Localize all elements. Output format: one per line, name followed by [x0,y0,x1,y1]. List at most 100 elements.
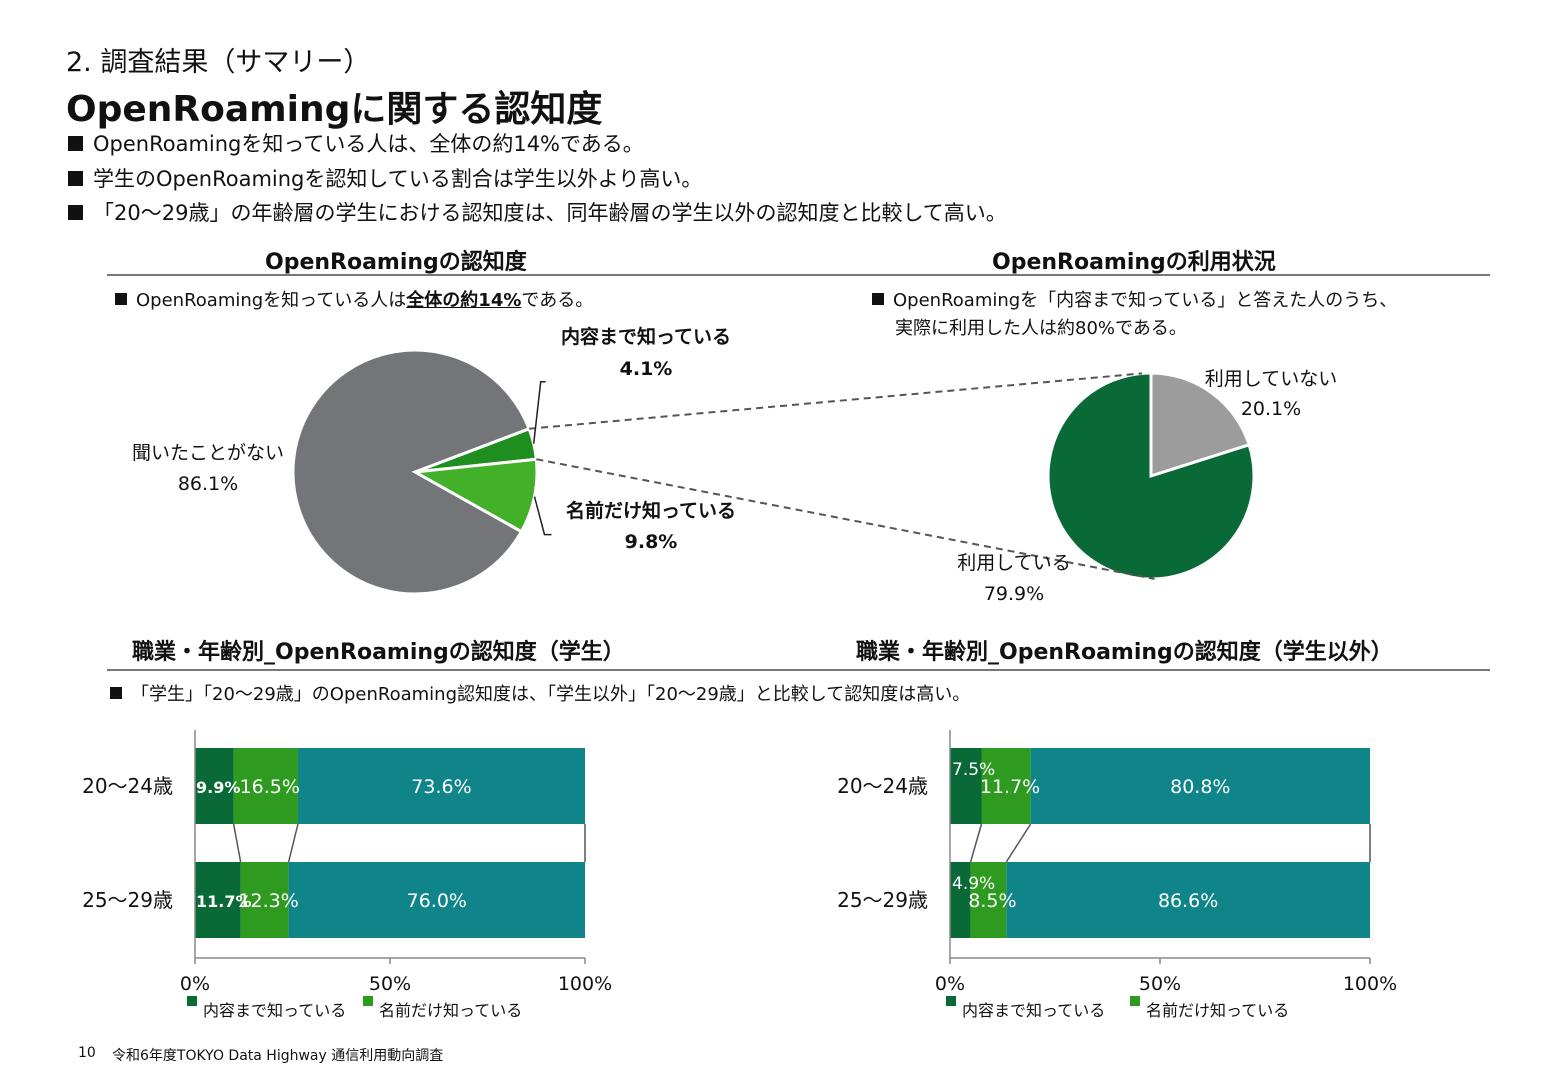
pie1-value-name-only: 9.8% [624,531,678,553]
summary-bullet-text: 「20～29歳」の年齢層の学生における認知度は、同年齢層の学生以外の認知度と比較… [93,201,1007,225]
section-label: 2. 調査結果（サマリー） [66,47,371,78]
bar-series-connector [232,823,242,863]
leader-line-known-content [532,381,546,444]
connector-bottom-line [536,458,1155,580]
bar-value-label: 86.6% [1158,890,1218,912]
bar-value-label: 9.9% [196,778,240,797]
bullet-square-icon [68,135,83,151]
bullet-square-icon [68,204,83,220]
summary-bullet-text: 学生のOpenRoamingを認知している割合は学生以外より高い。 [93,167,703,191]
pie2-note: OpenRoamingを「内容まで知っている」と答えた人のうち、 [872,286,1397,312]
pie1-label-never-heard: 聞いたことがない [131,442,284,464]
pie2-note-text: OpenRoamingを「内容まで知っている」と答えた人のうち、 [893,290,1398,311]
bar-value-label: 7.5% [952,760,995,780]
bar-segment-other [288,862,585,938]
summary-bullet: 学生のOpenRoamingを認知している割合は学生以外より高い。 [68,163,702,193]
pie-connectors [528,372,1155,580]
pie1-note-text: OpenRoamingを知っている人は [136,290,407,311]
bar-segment-name-only [233,748,298,824]
bar-segment-name-only [240,862,289,938]
bar-x-tick-label: 50% [1139,973,1181,995]
bar-segment-known-content [950,748,982,824]
leader-line-name-only [533,496,552,536]
bar-value-label: 73.6% [411,776,471,798]
pie2-chart [1046,371,1256,581]
page-title: OpenRoamingに関する認知度 [66,89,603,130]
bar-note: 「学生」「20～29歳」のOpenRoaming認知度は、「学生以外」「20～2… [110,680,970,706]
legend-label: 内容まで知っている [962,1001,1105,1020]
pie1-note-emphasis: 全体の約14% [406,290,522,311]
pie1-value-known-content: 4.1% [619,358,673,380]
bar-chart-non-students: 20～24歳 7.5%11.7% 80.8% 25～29歳 4.9%8.5% 86.6% 0… [837,730,1397,1020]
legend-label: 内容まで知っている [203,1001,346,1020]
legend-swatch [187,996,197,1006]
bar-right-title: 職業・年齢別_OpenRoamingの認知度（学生以外） [856,640,1393,665]
footer-text: 令和6年度TOKYO Data Highway 通信利用動向調査 [112,1048,444,1064]
bar-value-label: 11.7% [980,776,1040,798]
legend-swatch [946,996,956,1006]
bar-segment-other [1030,748,1370,824]
pie1-slice-never-heard [291,348,532,596]
bullet-square-icon [115,293,127,305]
pie1-note: OpenRoamingを知っている人は全体の約14%である。 [115,286,593,312]
bar-value-label: 76.0% [407,890,467,912]
pie2-title: OpenRoamingの利用状況 [992,250,1276,275]
section-divider [107,669,1490,671]
bar-value-label: 4.9% [952,874,995,894]
bar-value-label: 16.5% [240,776,300,798]
pie1-label-name-only: 名前だけ知っている [565,500,737,522]
bar-x-tick-label: 100% [1343,973,1397,995]
bar-segment-other [1006,862,1370,938]
connector-top-line [528,372,1143,430]
pie1-label-known-content: 内容まで知っている [560,326,732,348]
legend-label: 名前だけ知っている [379,1001,522,1020]
bar-value-label: 11.7% [196,892,252,911]
bar-segment-name-only [970,862,1007,938]
bar-series-connector [287,823,299,863]
pie1-note-text: である。 [521,290,594,311]
bar-segment-known-content [195,862,241,938]
pie1-title: OpenRoamingの認知度 [265,250,527,275]
summary-bullet: OpenRoamingを知っている人は、全体の約14%である。 [68,128,644,158]
bar-category-label: 20～24歳 [837,774,928,798]
bullet-square-icon [110,687,122,699]
bar-x-tick-label: 0% [180,973,210,995]
bar-left-title: 職業・年齢別_OpenRoamingの認知度（学生） [132,640,625,665]
bar-category-label: 25～29歳 [837,888,928,912]
bullet-square-icon [68,170,83,186]
bar-value-label: 12.3% [238,890,298,912]
bar-series-connector [1005,823,1032,863]
pie2-label-not-used: 利用していない [1204,368,1338,390]
pie2-value-not-used: 20.1% [1240,398,1302,420]
bar-chart-students: 20～24歳 9.9% 16.5% 73.6% 25～29歳 11.7%12.3% 76.0… [82,730,612,1020]
summary-bullet-text: OpenRoamingを知っている人は、全体の約14%である。 [93,132,644,156]
bar-value-label: 80.8% [1170,776,1230,798]
legend-swatch [363,996,373,1006]
pie2-label-used: 利用している [957,552,1071,574]
bar-series-connector [969,823,983,863]
pie2-slice-used [1046,371,1256,581]
legend-label: 名前だけ知っている [1146,1001,1289,1020]
bar-segment-known-content [950,862,971,938]
pie2-slice-not-used [1149,371,1252,479]
pie2-note-line2: 実際に利用した人は約80%である。 [895,318,1187,339]
page-number: 10 [78,1045,96,1061]
bar-x-tick-label: 100% [558,973,612,995]
bar-segment-name-only [981,748,1031,824]
bar-category-label: 25～29歳 [82,888,173,912]
bar-segment-known-content [195,748,234,824]
bar-x-tick-label: 0% [935,973,965,995]
pie1-value-never-heard: 86.1% [177,473,239,495]
bar-category-label: 20～24歳 [82,774,173,798]
bar-x-tick-label: 50% [369,973,411,995]
summary-bullet: 「20～29歳」の年齢層の学生における認知度は、同年齢層の学生以外の認知度と比較… [68,197,1007,227]
pie2-value-used: 79.9% [983,583,1045,605]
legend-swatch [1130,996,1140,1006]
section-divider [107,274,1490,276]
pie1-chart [291,348,539,596]
bar-note-text: 「学生」「20～29歳」のOpenRoaming認知度は、「学生以外」「20～2… [131,684,971,705]
bar-value-label: 8.5% [968,890,1016,912]
bullet-square-icon [872,293,884,305]
